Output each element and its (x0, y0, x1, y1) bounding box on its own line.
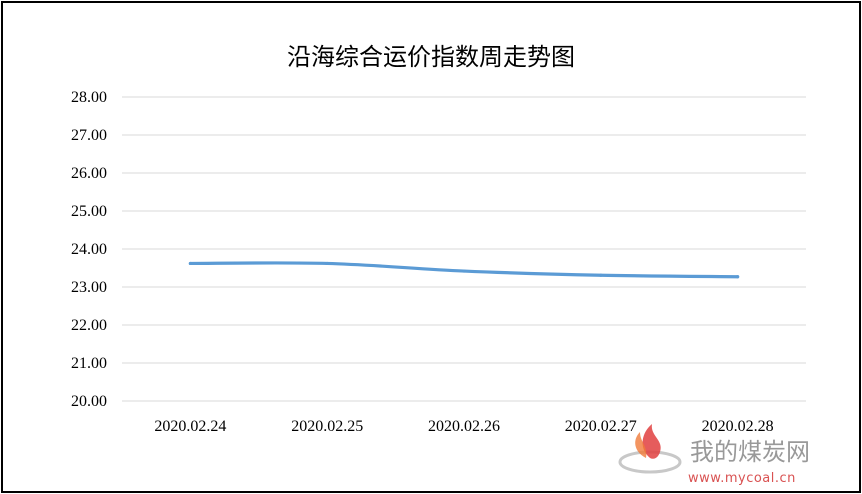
y-tick-label: 22.00 (71, 317, 107, 334)
series-group (188, 261, 740, 279)
data-point (325, 261, 329, 266)
y-tick-label: 25.00 (71, 203, 107, 220)
y-axis: 20.00 21.00 22.00 23.00 24.00 25.00 26.00 27.00… (71, 89, 107, 410)
watermark-url: www.mycoal.cn (688, 471, 796, 486)
data-point (599, 273, 603, 277)
watermark: 我的煤炭网 www.mycoal.cn (618, 424, 810, 486)
x-tick-label: 2020.02.26 (428, 418, 500, 435)
x-tick-label: 2020.02.27 (565, 418, 637, 435)
gridlines (122, 96, 806, 402)
x-tick-label: 2020.02.28 (702, 418, 774, 435)
y-tick-label: 20.00 (71, 393, 107, 410)
flame-logo-icon (618, 424, 682, 474)
y-tick-label: 26.00 (71, 165, 107, 182)
x-tick-label: 2020.02.24 (154, 418, 226, 435)
y-tick-label: 21.00 (71, 355, 107, 372)
watermark-brand: 我的煤炭网 (690, 438, 810, 466)
data-point (736, 275, 740, 279)
y-tick-label: 28.00 (71, 89, 107, 106)
y-tick-label: 24.00 (71, 241, 107, 258)
y-tick-label: 23.00 (71, 279, 107, 296)
x-tick-label: 2020.02.25 (291, 418, 363, 435)
y-tick-label: 27.00 (71, 127, 107, 144)
data-point (462, 269, 466, 273)
x-axis: 2020.02.24 2020.02.25 2020.02.26 2020.02.27… (154, 418, 773, 435)
chart-title: 沿海综合运价指数周走势图 (287, 43, 575, 71)
data-point (188, 261, 192, 266)
